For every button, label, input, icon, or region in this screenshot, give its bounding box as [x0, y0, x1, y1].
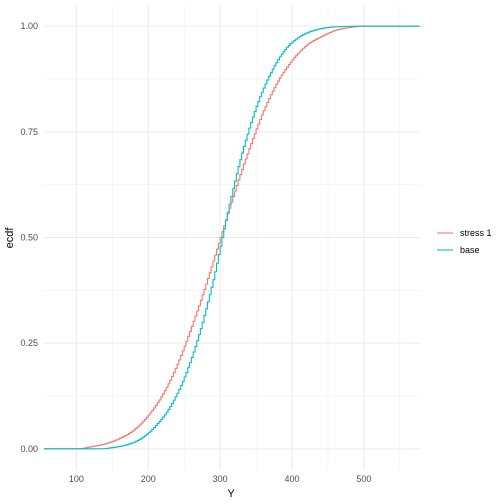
y-tick-label: 0.50	[20, 233, 38, 243]
y-axis-title: ecdf	[4, 227, 16, 249]
x-tick-label: 100	[69, 474, 84, 484]
legend-label: stress 1	[460, 228, 492, 238]
y-tick-label: 0.00	[20, 444, 38, 454]
x-tick-label: 400	[285, 474, 300, 484]
y-tick-label: 1.00	[20, 21, 38, 31]
legend-label: base	[460, 245, 480, 255]
y-axis-ticks: 0.00 0.25 0.50 0.75 1.00	[20, 21, 38, 454]
y-tick-label: 0.25	[20, 338, 38, 348]
legend: stress 1 base	[437, 228, 492, 255]
x-tick-label: 200	[141, 474, 156, 484]
x-tick-label: 300	[213, 474, 228, 484]
y-tick-label: 0.75	[20, 127, 38, 137]
series-layer	[44, 25, 420, 450]
x-axis-title: Y	[227, 488, 235, 500]
series-line-base	[44, 25, 420, 450]
x-tick-label: 500	[356, 474, 371, 484]
grid-major-lines	[44, 5, 420, 470]
x-axis-ticks: 100 200 300 400 500	[69, 474, 372, 484]
